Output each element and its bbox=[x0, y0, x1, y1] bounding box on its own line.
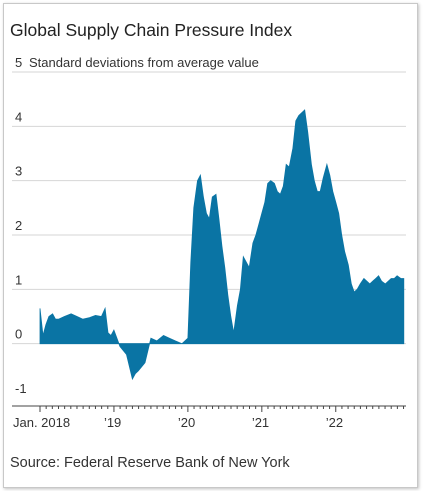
y-tick-label: 3 bbox=[15, 164, 22, 179]
chart-title: Global Supply Chain Pressure Index bbox=[10, 20, 293, 40]
x-tick-label: Jan. 2018 bbox=[13, 415, 70, 430]
x-tick-label: ’22 bbox=[326, 415, 343, 430]
y-tick-label: 4 bbox=[15, 109, 22, 124]
x-tick-label: ’20 bbox=[178, 415, 195, 430]
y-tick-label: -1 bbox=[15, 381, 27, 396]
y-tick-label: 2 bbox=[15, 218, 22, 233]
y-axis-label: Standard deviations from average value bbox=[29, 55, 259, 70]
x-tick-label: ’21 bbox=[252, 415, 269, 430]
source-note: Source: Federal Reserve Bank of New York bbox=[10, 455, 290, 471]
x-axis: Jan. 2018 ’19 ’20 ’21 ’22 bbox=[12, 405, 406, 430]
series-area bbox=[39, 109, 405, 381]
y-tick-label: 5 bbox=[15, 55, 22, 70]
x-tick-label: ’19 bbox=[104, 415, 121, 430]
y-tick-labels: -1 0 1 2 3 4 5 Standard deviations from average… bbox=[15, 55, 259, 396]
y-tick-label: 0 bbox=[15, 327, 22, 342]
y-tick-label: 1 bbox=[15, 272, 22, 287]
